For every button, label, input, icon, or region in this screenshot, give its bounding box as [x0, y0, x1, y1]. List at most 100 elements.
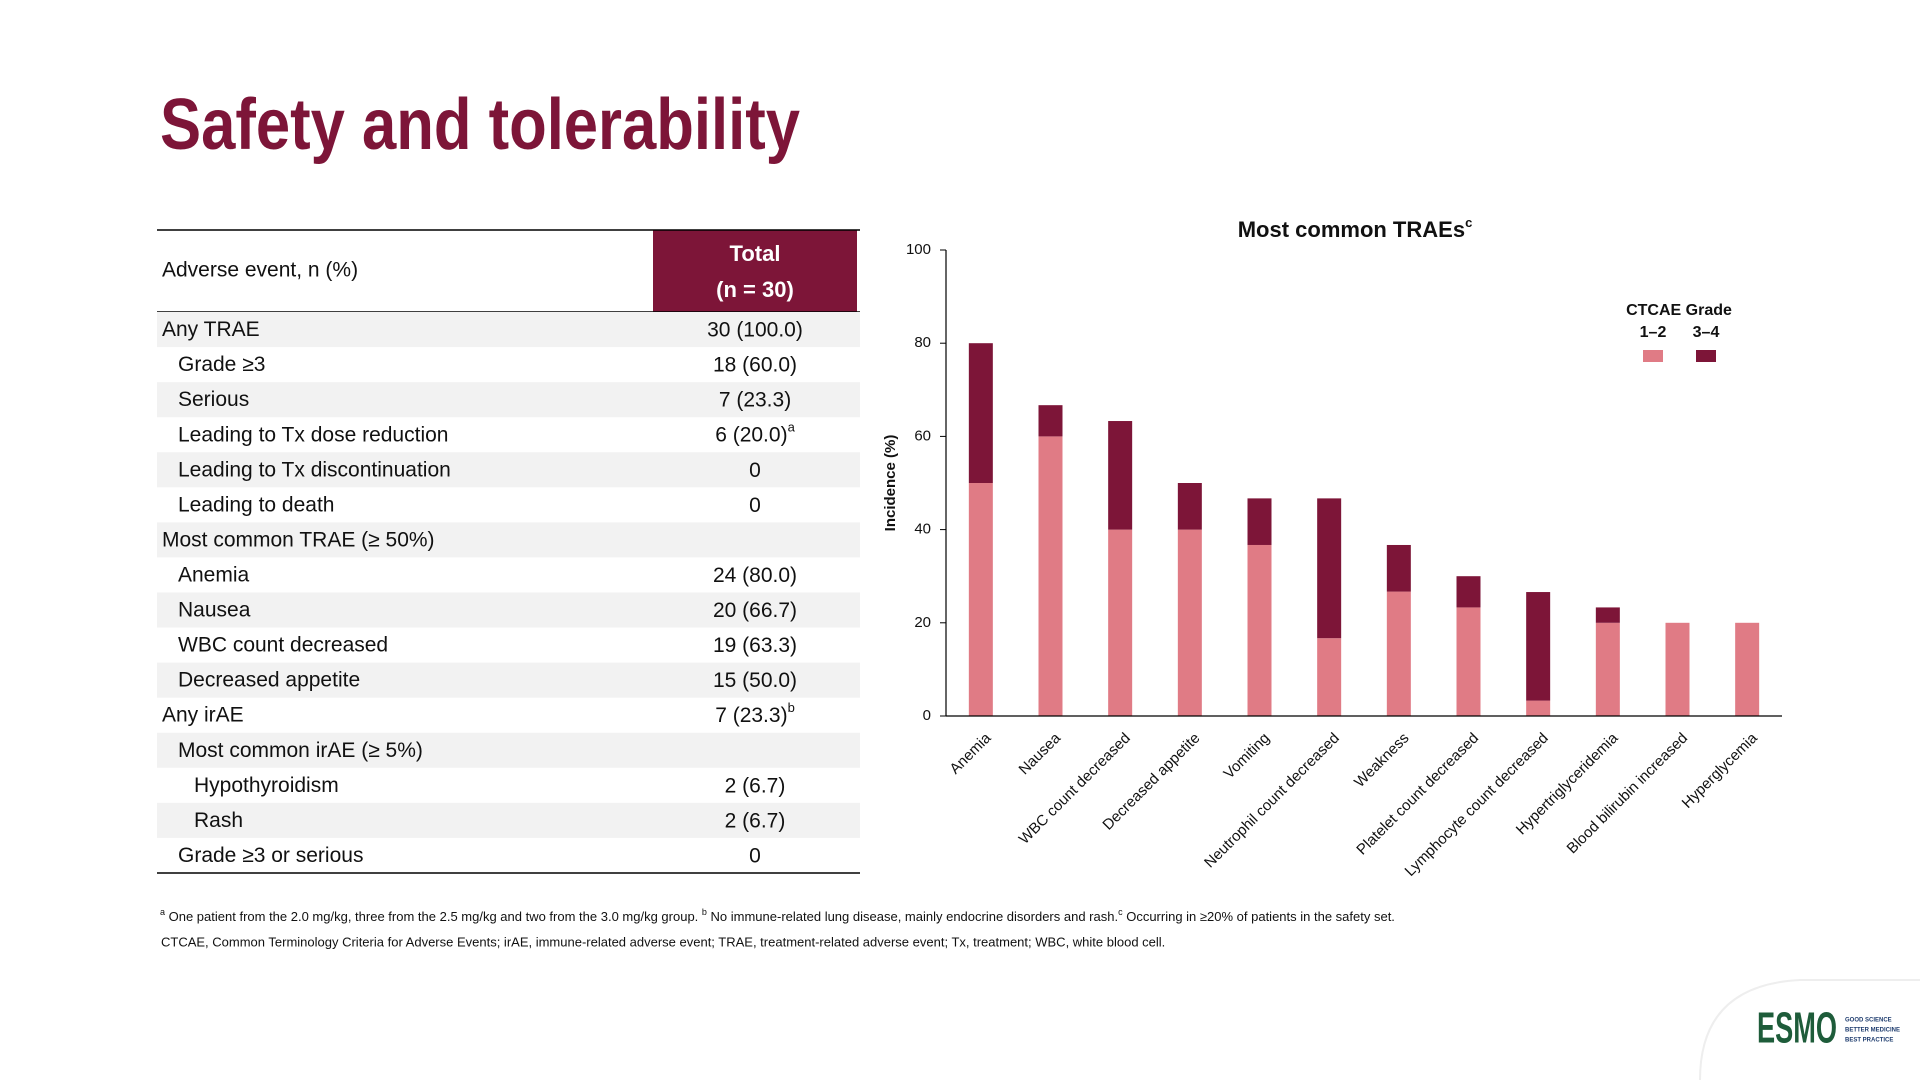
y-tick-label: 60: [914, 427, 931, 444]
header-total-cell: [653, 230, 857, 312]
slide-title: Safety and tolerability: [160, 85, 800, 165]
row-value: 2 (6.7): [725, 774, 786, 797]
y-axis-label: Incidence (%): [882, 435, 899, 532]
x-tick-label: Weakness: [1351, 730, 1412, 791]
row-shade: [157, 452, 860, 488]
row-label: Decreased appetite: [178, 669, 360, 692]
row-label: Serious: [178, 388, 249, 411]
row-value: 19 (63.3): [713, 634, 797, 657]
bar-segment: [1038, 436, 1063, 716]
row-value-text: 0: [749, 844, 761, 867]
row-label: Any irAE: [162, 704, 244, 727]
bar-segment: [1595, 622, 1620, 716]
bar-segment: [1386, 544, 1411, 592]
bar-segment: [1108, 529, 1133, 716]
chart-title-text: Most common TRAEs: [1238, 217, 1465, 242]
row-value-text: 7 (23.3): [719, 388, 791, 411]
bar-segment: [1177, 529, 1202, 716]
bar-segment: [1177, 483, 1202, 530]
legend-label: 3–4: [1693, 324, 1720, 341]
corner-decoration: [1699, 979, 1920, 1080]
row-value-sup: a: [788, 420, 796, 435]
row-value-text: 19 (63.3): [713, 634, 797, 657]
row-value-text: 6 (20.0): [715, 423, 787, 446]
row-label: Any TRAE: [162, 318, 260, 341]
x-tick-label: Vomiting: [1220, 730, 1273, 783]
abbreviations: CTCAE, Common Terminology Criteria for A…: [161, 934, 1165, 949]
row-value: 20 (66.7): [713, 599, 797, 622]
table-header: (n = 30): [716, 277, 794, 302]
row-label: Leading to Tx discontinuation: [178, 458, 451, 481]
logo-wordmark: ESMO: [1757, 1004, 1837, 1053]
legend-swatch: [1696, 350, 1716, 362]
row-value: 30 (100.0): [707, 318, 803, 341]
bar-segment: [1317, 498, 1342, 639]
row-shade: [157, 312, 860, 348]
row-label: Leading to death: [178, 493, 334, 516]
chart-title-sup: c: [1465, 215, 1472, 230]
row-value-text: 20 (66.7): [713, 599, 797, 622]
bar-segment: [1665, 622, 1690, 716]
row-shade: [157, 802, 860, 838]
row-value: 7 (23.3): [719, 388, 791, 411]
bar-segment: [1456, 576, 1481, 608]
row-value-text: 15 (50.0): [713, 669, 797, 692]
row-value-text: 30 (100.0): [707, 318, 803, 341]
row-value-text: 18 (60.0): [713, 353, 797, 376]
table-header: Adverse event, n (%): [162, 259, 358, 282]
row-shade: [157, 592, 860, 628]
x-tick-label: Blood bilirubin increased: [1564, 730, 1692, 858]
legend-label: 1–2: [1640, 324, 1667, 341]
bar-segment: [1317, 638, 1342, 716]
logo-tagline: BETTER MEDICINE: [1845, 1028, 1900, 1034]
row-label: Nausea: [178, 599, 251, 622]
bar-segment: [1595, 607, 1620, 623]
legend-swatch: [1643, 350, 1663, 362]
row-value-sup: b: [788, 700, 795, 715]
footnote-mark: a: [160, 907, 165, 917]
row-value-text: 2 (6.7): [725, 809, 786, 832]
bar-segment: [1108, 421, 1133, 530]
footnote-text: No immune-related lung disease, mainly e…: [707, 909, 1118, 924]
logo-tagline: GOOD SCIENCE: [1845, 1018, 1892, 1024]
footnote-text: Occurring in ≥20% of patients in the saf…: [1123, 909, 1395, 924]
row-value: 18 (60.0): [713, 353, 797, 376]
y-tick-label: 100: [906, 241, 931, 258]
y-tick-label: 20: [914, 614, 931, 631]
table-header: Total: [730, 241, 781, 266]
y-tick-label: 80: [914, 334, 931, 351]
row-label: WBC count decreased: [178, 634, 388, 657]
bar-segment: [1386, 591, 1411, 716]
bar-segment: [1247, 544, 1272, 716]
y-tick-label: 0: [923, 707, 931, 724]
footnote-mark: b: [702, 907, 707, 917]
row-value-text: 0: [749, 458, 761, 481]
chart-title: Most common TRAEsc: [1238, 215, 1473, 242]
bar-segment: [1735, 622, 1760, 716]
legend-title: CTCAE Grade: [1626, 302, 1732, 319]
row-label: Anemia: [178, 563, 250, 586]
x-tick-label: Neutrophil count decreased: [1201, 730, 1343, 872]
bar-segment: [1247, 498, 1272, 545]
footnote-text: One patient from the 2.0 mg/kg, three fr…: [165, 909, 702, 924]
row-value: 0: [749, 844, 761, 867]
row-value: 24 (80.0): [713, 563, 797, 586]
bar-segment: [1526, 700, 1551, 716]
row-value: 6 (20.0)a: [715, 420, 795, 447]
row-label: Most common TRAE (≥ 50%): [162, 528, 435, 551]
footnote-mark: c: [1118, 907, 1123, 917]
row-value: 15 (50.0): [713, 669, 797, 692]
row-value-text: 24 (80.0): [713, 563, 797, 586]
x-tick-label: Platelet count decreased: [1353, 730, 1482, 859]
row-label: Most common irAE (≥ 5%): [178, 739, 423, 762]
footnote: a One patient from the 2.0 mg/kg, three …: [160, 907, 1395, 924]
bar-segment: [1038, 405, 1063, 437]
row-shade: [157, 662, 860, 698]
row-label: Rash: [194, 809, 243, 832]
row-value-text: 2 (6.7): [725, 774, 786, 797]
row-value-text: 7 (23.3): [715, 704, 787, 727]
bar-segment: [968, 483, 993, 716]
row-shade: [157, 522, 860, 558]
row-shade: [157, 382, 860, 418]
